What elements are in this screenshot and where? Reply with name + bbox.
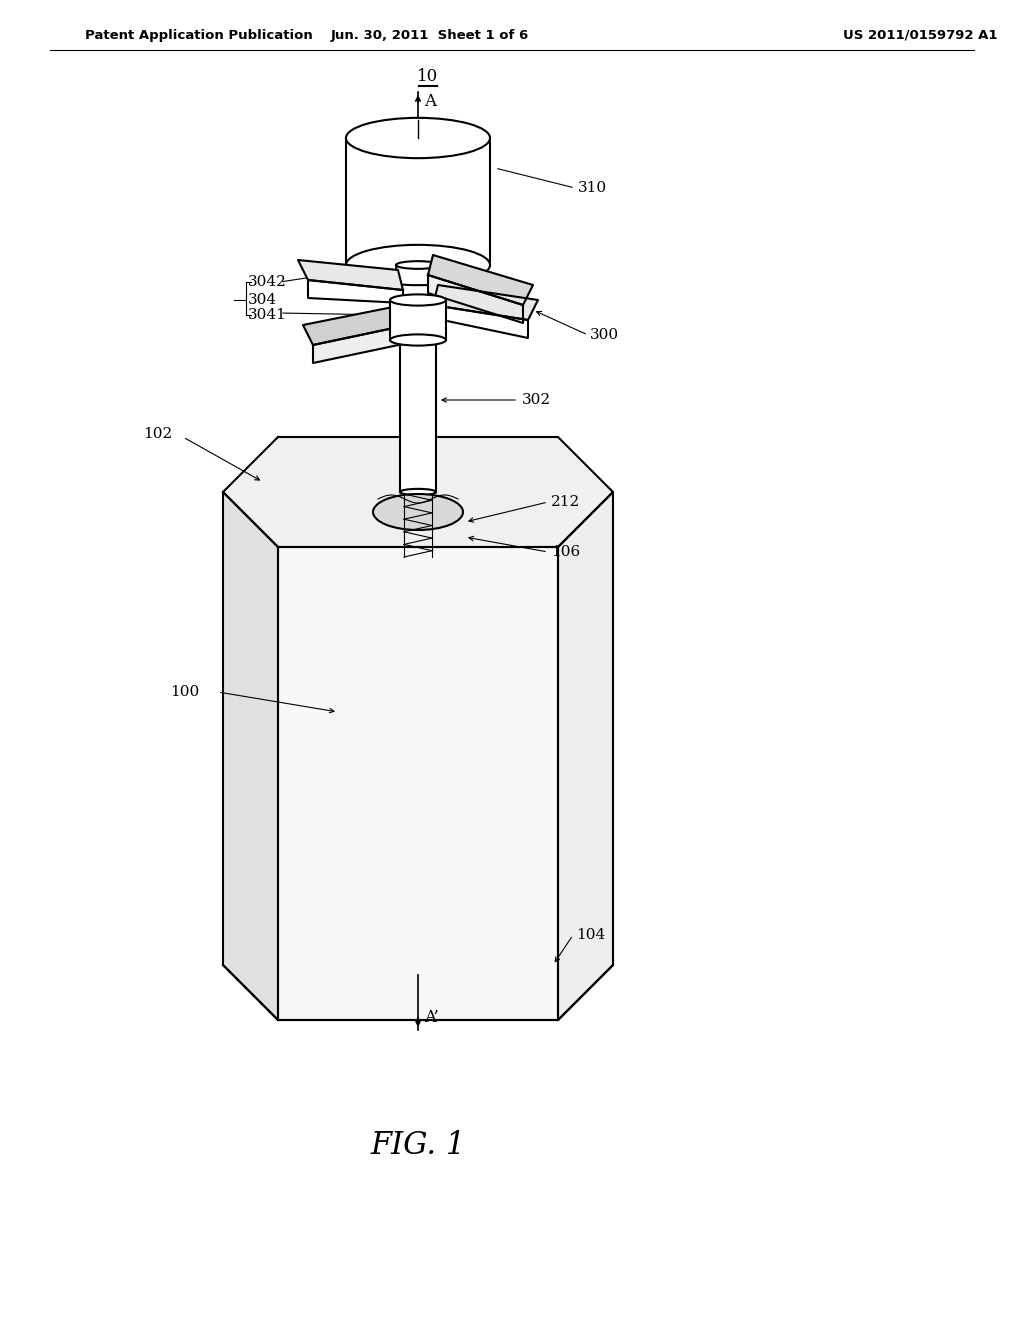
Text: Jun. 30, 2011  Sheet 1 of 6: Jun. 30, 2011 Sheet 1 of 6 [331, 29, 529, 41]
Ellipse shape [390, 334, 446, 346]
Text: 3041: 3041 [248, 308, 287, 322]
Polygon shape [428, 275, 523, 323]
Polygon shape [346, 139, 490, 265]
Ellipse shape [346, 117, 490, 158]
Polygon shape [428, 255, 534, 305]
Polygon shape [223, 437, 613, 546]
Text: A’: A’ [424, 1008, 439, 1026]
Polygon shape [298, 260, 403, 290]
Polygon shape [396, 265, 440, 315]
Polygon shape [433, 285, 538, 319]
Polygon shape [433, 305, 528, 338]
Text: 102: 102 [143, 426, 172, 441]
Text: 310: 310 [578, 181, 607, 195]
Polygon shape [558, 492, 613, 1020]
Polygon shape [303, 305, 408, 345]
Polygon shape [400, 341, 436, 492]
Text: 3042: 3042 [248, 275, 287, 289]
Polygon shape [313, 325, 408, 363]
Text: 10: 10 [418, 69, 438, 84]
Ellipse shape [390, 294, 446, 306]
Ellipse shape [346, 244, 490, 285]
Polygon shape [278, 546, 558, 1020]
Text: A: A [424, 94, 436, 111]
Ellipse shape [400, 312, 436, 318]
Ellipse shape [400, 488, 436, 495]
Ellipse shape [396, 261, 440, 269]
Text: 212: 212 [551, 495, 581, 510]
Text: 100: 100 [170, 685, 200, 700]
Ellipse shape [373, 494, 463, 531]
Text: FIG. 1: FIG. 1 [371, 1130, 466, 1160]
Text: 302: 302 [522, 393, 551, 407]
Polygon shape [308, 280, 403, 304]
Polygon shape [223, 492, 278, 1020]
Text: US 2011/0159792 A1: US 2011/0159792 A1 [843, 29, 997, 41]
Text: 300: 300 [590, 327, 620, 342]
Text: 106: 106 [551, 545, 581, 558]
Ellipse shape [400, 337, 436, 343]
Text: 104: 104 [575, 928, 605, 942]
Text: Patent Application Publication: Patent Application Publication [85, 29, 312, 41]
Polygon shape [390, 300, 446, 341]
Text: 304: 304 [248, 293, 278, 308]
